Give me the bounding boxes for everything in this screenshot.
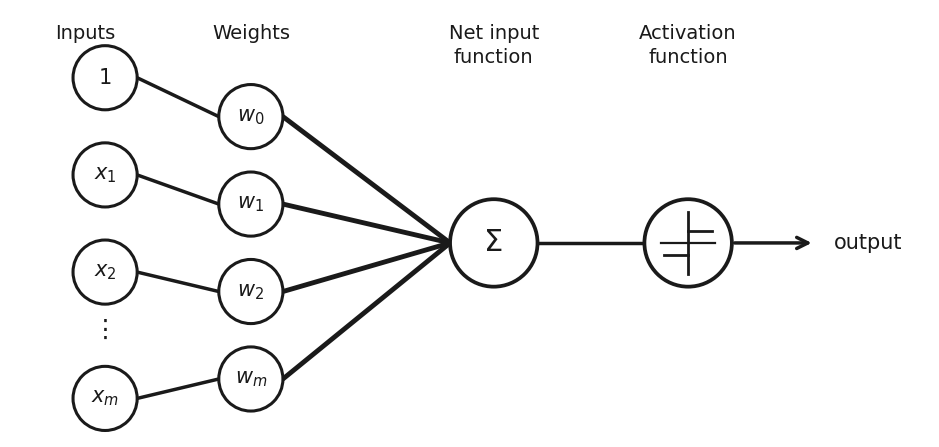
Circle shape <box>73 143 137 207</box>
Circle shape <box>73 240 137 304</box>
Circle shape <box>644 199 731 287</box>
Text: Inputs: Inputs <box>55 24 115 43</box>
Text: 1: 1 <box>99 68 112 88</box>
Text: $w_{1}$: $w_{1}$ <box>238 194 265 214</box>
Text: $x_{2}$: $x_{2}$ <box>94 262 116 282</box>
Text: $w_{0}$: $w_{0}$ <box>238 106 265 127</box>
Text: $w_{2}$: $w_{2}$ <box>238 282 265 302</box>
Text: $w_{m}$: $w_{m}$ <box>235 369 267 389</box>
Circle shape <box>219 172 283 236</box>
Text: Σ: Σ <box>485 228 503 257</box>
Text: $x_{m}$: $x_{m}$ <box>91 388 119 409</box>
Text: $x_{1}$: $x_{1}$ <box>94 165 116 185</box>
Text: output: output <box>834 233 902 253</box>
Circle shape <box>219 259 283 324</box>
Circle shape <box>73 46 137 110</box>
Text: Weights: Weights <box>212 24 290 43</box>
Circle shape <box>219 347 283 411</box>
Text: Activation
function: Activation function <box>639 24 737 67</box>
Text: ⋮: ⋮ <box>93 318 117 342</box>
Circle shape <box>219 84 283 149</box>
Text: Net input
function: Net input function <box>449 24 539 67</box>
Circle shape <box>450 199 537 287</box>
Circle shape <box>73 367 137 430</box>
